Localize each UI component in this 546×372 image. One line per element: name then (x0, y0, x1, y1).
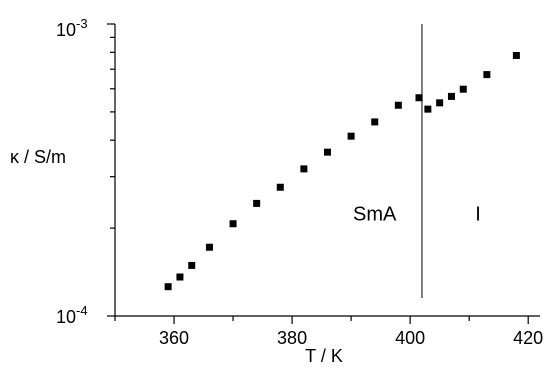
data-point (253, 199, 261, 207)
x-ticks: 360 380 400 420 (114, 316, 543, 348)
x-tick-label: 360 (159, 328, 189, 348)
data-point (483, 71, 491, 79)
data-point (188, 261, 196, 269)
data-point (276, 183, 284, 191)
data-point (371, 118, 379, 126)
y-ticks (107, 23, 115, 317)
y-tick-label-bottom: 10-4 (56, 303, 88, 327)
y-tick-label-top: 10-3 (56, 16, 88, 40)
data-point (436, 99, 444, 107)
data-point (324, 148, 331, 156)
data-point (164, 283, 172, 291)
x-tick-label: 380 (277, 328, 307, 348)
x-axis-label: T / K (305, 346, 343, 366)
data-point (394, 101, 402, 109)
data-point (424, 105, 432, 113)
y-axis-label: κ / S/m (10, 147, 66, 167)
data-points (164, 52, 520, 291)
data-point (176, 273, 184, 281)
data-point (205, 243, 213, 251)
data-point (415, 94, 423, 102)
x-tick-label: 420 (513, 328, 543, 348)
data-point (347, 132, 355, 140)
data-point (512, 52, 520, 60)
data-point (300, 165, 308, 173)
data-point (229, 220, 237, 228)
x-tick-label: 400 (395, 328, 425, 348)
data-point (459, 85, 467, 93)
region-label-i: I (475, 204, 481, 226)
region-label-sma: SmA (353, 204, 397, 226)
data-point (447, 92, 455, 100)
